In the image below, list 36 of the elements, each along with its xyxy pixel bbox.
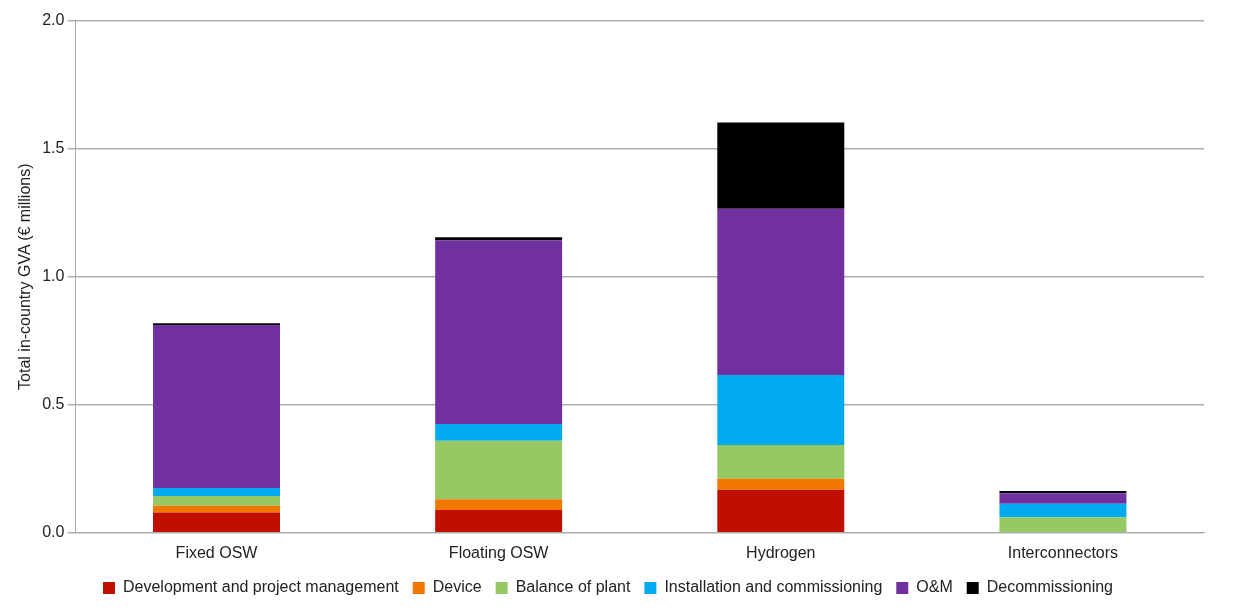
x-tick-label: Hydrogen	[746, 543, 816, 561]
x-tick-label: Floating OSW	[448, 543, 550, 561]
legend-label: Balance of plant	[515, 578, 631, 596]
bar	[717, 489, 845, 533]
y-tick-label: 0.5	[42, 395, 65, 413]
bar	[999, 503, 1127, 518]
bar	[153, 487, 280, 496]
y-tick-label: 0.0	[42, 523, 65, 541]
y-axis-title: Total in-country GVA (€ millions)	[16, 163, 34, 390]
bar	[153, 325, 280, 488]
bar	[153, 505, 280, 513]
legend-label: Installation and commissioning	[664, 578, 883, 596]
y-tick-label: 2.0	[42, 11, 65, 29]
x-tick-label: Fixed OSW	[175, 543, 259, 561]
x-tick-label: Interconnectors	[1007, 543, 1119, 561]
bar	[435, 440, 563, 500]
bar	[717, 375, 845, 445]
y-tick-label: 1.0	[42, 267, 65, 285]
bar	[153, 495, 280, 506]
bar	[153, 512, 280, 533]
bar	[435, 240, 563, 424]
bar	[999, 517, 1127, 533]
legend-label: Decommissioning	[986, 578, 1113, 596]
bar	[717, 122, 845, 209]
bar	[999, 493, 1127, 504]
bar	[435, 237, 563, 241]
bar	[717, 208, 845, 376]
bar	[435, 499, 563, 511]
bar	[717, 478, 845, 490]
y-tick-label: 1.5	[42, 139, 65, 157]
legend-label: Device	[432, 578, 482, 596]
bar	[435, 510, 563, 533]
bar	[435, 423, 563, 441]
legend-label: O&M	[916, 578, 953, 596]
bar	[717, 444, 845, 479]
legend-label: Development and project management	[123, 578, 400, 596]
